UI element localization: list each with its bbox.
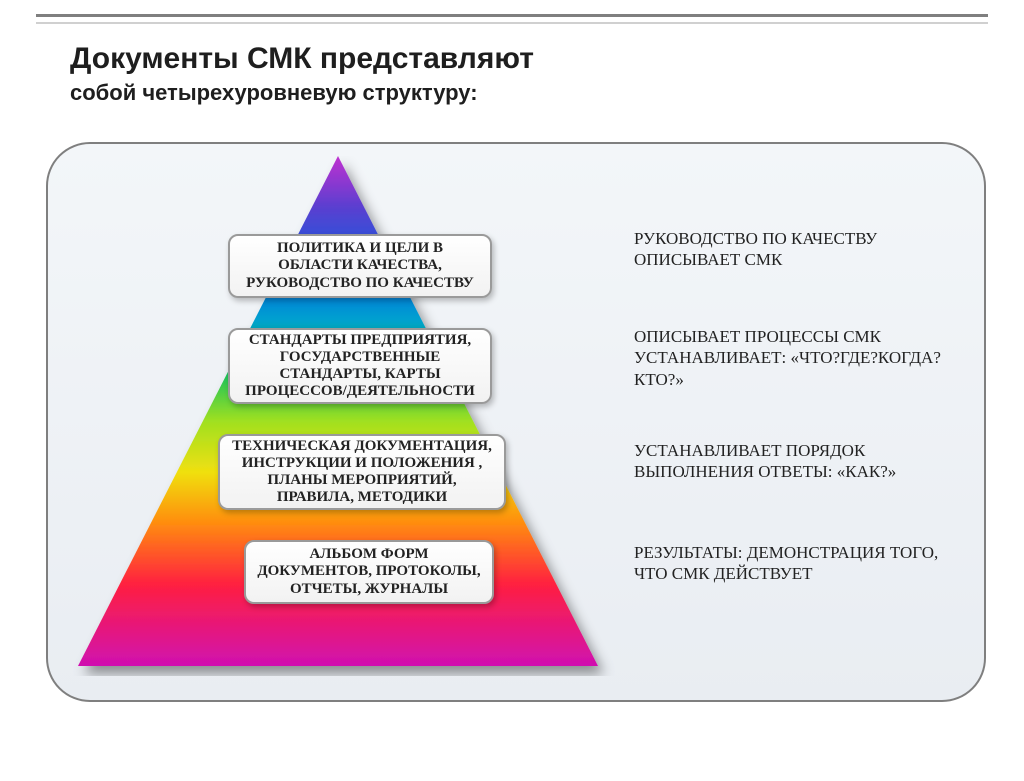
level-desc-2: ОПИСЫВАЕТ ПРОЦЕССЫ СМК УСТАНАВЛИВАЕТ: «Ч… <box>634 326 954 390</box>
heading-line-2: собой четырехуровневую структуру: <box>70 80 1024 106</box>
level-desc-1: РУКОВОДСТВО ПО КАЧЕСТВУ ОПИСЫВАЕТ СМК <box>634 228 954 271</box>
level-desc-3: УСТАНАВЛИВАЕТ ПОРЯДОК ВЫПОЛНЕНИЯ ОТВЕТЫ:… <box>634 440 954 483</box>
top-rule <box>36 14 988 24</box>
level-box-1: ПОЛИТИКА И ЦЕЛИ В ОБЛАСТИ КАЧЕСТВА, РУКО… <box>228 234 492 298</box>
level-box-4: АЛЬБОМ ФОРМ ДОКУМЕНТОВ, ПРОТОКОЛЫ, ОТЧЕТ… <box>244 540 494 604</box>
heading-line-1: Документы СМК представляют <box>70 42 1024 76</box>
content-panel: ПОЛИТИКА И ЦЕЛИ В ОБЛАСТИ КАЧЕСТВА, РУКО… <box>46 142 986 702</box>
level-box-3: ТЕХНИЧЕСКАЯ ДОКУМЕНТАЦИЯ, ИНСТРУКЦИИ И П… <box>218 434 506 510</box>
level-desc-4: РЕЗУЛЬТАТЫ: ДЕМОНСТРАЦИЯ ТОГО, ЧТО СМК Д… <box>634 542 954 585</box>
page-heading: Документы СМК представляют собой четырех… <box>70 42 1024 106</box>
level-box-2: СТАНДАРТЫ ПРЕДПРИЯТИЯ, ГОСУДАРСТВЕННЫЕ С… <box>228 328 492 404</box>
